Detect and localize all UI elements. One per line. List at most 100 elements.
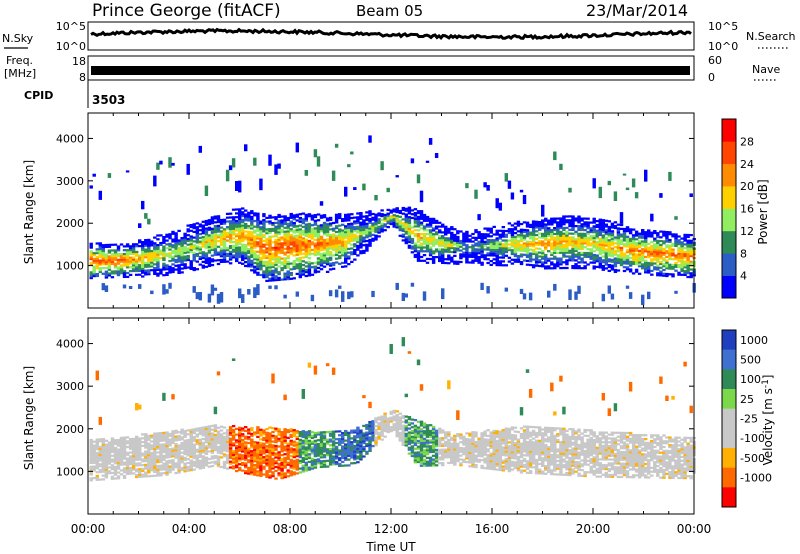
power-cell — [144, 240, 148, 244]
power-cell — [183, 236, 187, 239]
power-cell — [153, 270, 157, 274]
velocity-cell — [183, 456, 187, 460]
power-cell — [241, 245, 245, 248]
power-cell — [301, 273, 306, 276]
power-cell — [104, 274, 109, 277]
power-cell — [413, 213, 418, 217]
power-cell — [583, 240, 587, 243]
power-cell — [547, 227, 551, 230]
power-cell — [244, 226, 248, 229]
velocity-cell — [159, 460, 163, 464]
power-cell — [556, 234, 560, 237]
velocity-cell — [198, 442, 203, 445]
velocity-cell — [171, 455, 175, 458]
velocity-cell — [89, 454, 93, 457]
power-cell — [128, 256, 133, 259]
power-cell — [259, 264, 263, 267]
power-cell — [144, 244, 148, 247]
power-cell — [495, 258, 499, 261]
velocity-cell — [250, 434, 254, 437]
power-cell — [262, 239, 266, 243]
velocity-cell — [153, 470, 157, 474]
velocity-cell — [171, 451, 175, 454]
velocity-cell — [228, 453, 233, 456]
velocity-cell — [241, 442, 245, 445]
power-cell — [156, 255, 160, 258]
velocity-cell — [107, 454, 112, 458]
power-colorbar-tick: 12 — [740, 225, 754, 238]
power-cell — [225, 249, 230, 252]
power-cell — [259, 235, 263, 238]
power-cell — [298, 224, 303, 227]
power-cell — [604, 233, 609, 236]
power-cell — [286, 262, 290, 265]
power-cell — [407, 212, 412, 215]
power-cell — [289, 262, 293, 265]
power-cell — [550, 267, 554, 270]
velocity-cell — [250, 457, 254, 460]
power-cell — [304, 265, 309, 268]
power-cell — [186, 266, 190, 269]
power-cell — [689, 255, 693, 258]
velocity-cells — [89, 337, 696, 482]
velocity-cell — [177, 448, 181, 451]
power-cell — [668, 263, 672, 266]
power-cell — [271, 227, 275, 231]
power-cell — [195, 226, 200, 229]
power-cell — [577, 219, 581, 222]
power-cell — [353, 245, 357, 248]
power-cell — [162, 274, 166, 277]
power-cell — [247, 242, 251, 245]
power-cell — [374, 219, 378, 222]
power-cell — [628, 268, 633, 271]
power-cell — [259, 222, 263, 225]
velocity-cell — [135, 464, 139, 467]
power-cell — [401, 233, 406, 236]
velocity-cell — [135, 462, 139, 465]
power-cell — [625, 260, 630, 263]
power-cell — [353, 229, 357, 233]
power-cell — [625, 285, 630, 289]
power-cell — [301, 233, 306, 236]
power-cell — [598, 239, 603, 242]
velocity-cell — [147, 457, 151, 461]
power-cell — [631, 238, 636, 241]
velocity-cell — [189, 469, 193, 472]
power-cell — [244, 213, 248, 216]
power-cell — [528, 241, 533, 244]
velocity-cell — [250, 446, 254, 449]
velocity-cell — [195, 458, 200, 461]
power-cell — [395, 282, 399, 290]
power-cell — [150, 252, 154, 255]
power-cell — [144, 265, 148, 268]
velocity-cell — [235, 464, 239, 467]
velocity-cell — [147, 450, 151, 453]
power-cell — [541, 250, 545, 253]
power-cell — [313, 149, 318, 158]
power-cell — [428, 252, 433, 255]
power-cell — [425, 250, 430, 253]
power-cell — [241, 253, 245, 256]
velocity-cell — [92, 446, 96, 449]
velocity-cell — [128, 459, 133, 462]
power-cell — [341, 248, 345, 251]
power-cell — [241, 262, 245, 265]
power-cell — [262, 218, 266, 222]
power-cell — [413, 208, 418, 211]
power-cell — [383, 213, 387, 217]
power-cell — [216, 293, 221, 304]
power-cell — [180, 237, 184, 240]
power-cell — [256, 256, 260, 259]
power-cell — [644, 240, 648, 243]
power-cell — [331, 227, 336, 230]
power-cell — [659, 251, 663, 254]
velocity-cell — [241, 444, 245, 447]
power-cell — [507, 256, 512, 259]
power-cell — [156, 162, 160, 170]
velocity-cell — [238, 447, 242, 451]
velocity-cell — [183, 433, 187, 437]
velocity-cell — [107, 441, 112, 444]
velocity-cell — [101, 468, 106, 471]
power-cell — [359, 238, 363, 241]
power-cell — [347, 232, 351, 235]
